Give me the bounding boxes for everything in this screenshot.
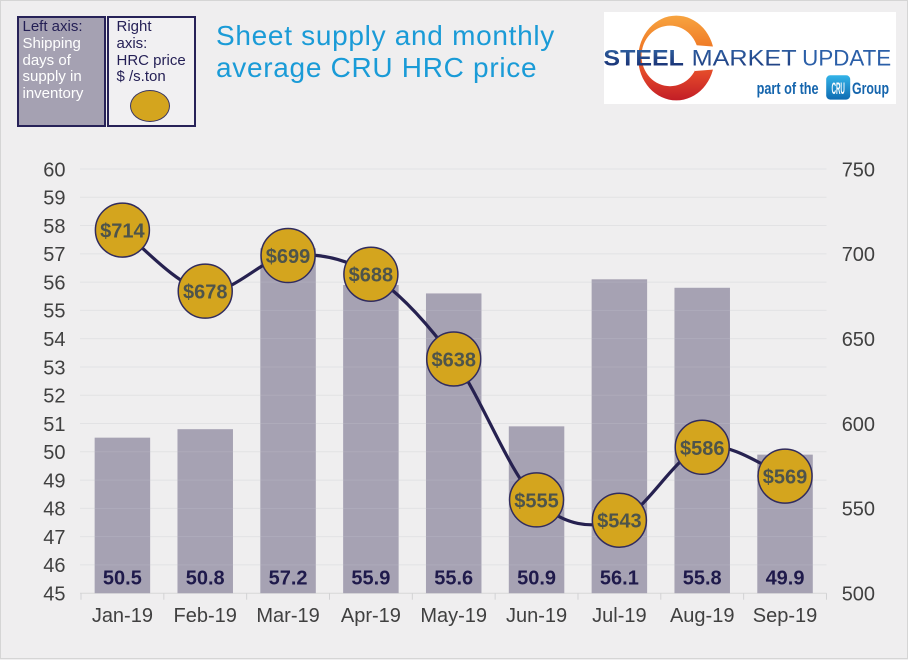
svg-text:Group: Group xyxy=(852,79,889,98)
svg-text:54: 54 xyxy=(43,329,65,351)
svg-text:50.9: 50.9 xyxy=(517,567,556,589)
svg-text:46: 46 xyxy=(43,555,65,577)
svg-text:55.6: 55.6 xyxy=(434,567,473,589)
svg-text:56.1: 56.1 xyxy=(600,567,639,589)
svg-text:50.8: 50.8 xyxy=(186,567,225,589)
svg-text:600: 600 xyxy=(842,414,875,436)
svg-text:49.9: 49.9 xyxy=(766,567,805,589)
svg-text:STEEL: STEEL xyxy=(603,46,684,71)
svg-text:57.2: 57.2 xyxy=(269,567,308,589)
svg-text:45: 45 xyxy=(43,584,65,606)
svg-text:53: 53 xyxy=(43,357,65,379)
svg-text:58: 58 xyxy=(43,216,65,238)
svg-text:CRU: CRU xyxy=(832,79,845,98)
svg-text:UPDATE: UPDATE xyxy=(802,46,891,71)
svg-text:$543: $543 xyxy=(597,511,642,533)
svg-text:55.9: 55.9 xyxy=(351,567,390,589)
svg-text:650: 650 xyxy=(842,329,875,351)
svg-text:Feb-19: Feb-19 xyxy=(174,605,237,627)
svg-text:$688: $688 xyxy=(349,265,394,287)
svg-text:Jun-19: Jun-19 xyxy=(506,605,567,627)
svg-text:500: 500 xyxy=(842,584,875,606)
svg-text:55: 55 xyxy=(43,301,65,323)
svg-text:MARKET: MARKET xyxy=(692,46,797,71)
svg-text:May-19: May-19 xyxy=(420,605,487,627)
svg-text:Jan-19: Jan-19 xyxy=(92,605,153,627)
svg-text:56: 56 xyxy=(43,272,65,294)
svg-text:55.8: 55.8 xyxy=(683,567,722,589)
svg-text:part of the: part of the xyxy=(757,79,819,98)
svg-text:59: 59 xyxy=(43,188,65,210)
svg-text:$699: $699 xyxy=(266,246,311,268)
svg-text:48: 48 xyxy=(43,499,65,521)
svg-text:$638: $638 xyxy=(431,350,476,372)
svg-text:50: 50 xyxy=(43,442,65,464)
svg-text:50.5: 50.5 xyxy=(103,567,142,589)
svg-text:Aug-19: Aug-19 xyxy=(670,605,735,627)
svg-text:$569: $569 xyxy=(763,467,808,489)
svg-text:52: 52 xyxy=(43,386,65,408)
svg-text:60: 60 xyxy=(43,159,65,181)
svg-text:$586: $586 xyxy=(680,438,725,460)
svg-text:$555: $555 xyxy=(514,490,559,512)
svg-text:57: 57 xyxy=(43,244,65,266)
svg-text:750: 750 xyxy=(842,159,875,181)
svg-text:Sep-19: Sep-19 xyxy=(753,605,818,627)
svg-text:Apr-19: Apr-19 xyxy=(341,605,401,627)
svg-text:47: 47 xyxy=(43,527,65,549)
svg-text:Jul-19: Jul-19 xyxy=(592,605,646,627)
svg-text:700: 700 xyxy=(842,244,875,266)
svg-text:$678: $678 xyxy=(183,282,228,304)
svg-text:51: 51 xyxy=(43,414,65,436)
svg-text:$714: $714 xyxy=(100,221,145,243)
svg-text:Mar-19: Mar-19 xyxy=(256,605,319,627)
svg-text:550: 550 xyxy=(842,499,875,521)
svg-text:49: 49 xyxy=(43,470,65,492)
